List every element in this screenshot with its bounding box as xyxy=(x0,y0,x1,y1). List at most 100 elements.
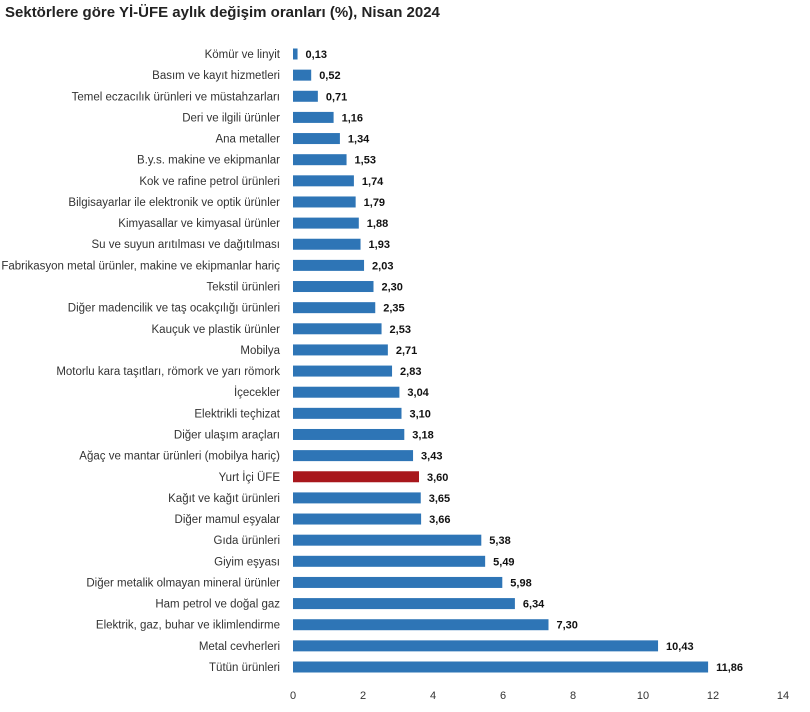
bar xyxy=(293,576,503,588)
value-label: 1,16 xyxy=(342,112,363,124)
category-label: Kağıt ve kağıt ürünleri xyxy=(168,493,280,505)
chart-title: Sektörlere göre Yİ-ÜFE aylık değişim ora… xyxy=(5,4,440,21)
value-label: 2,71 xyxy=(396,345,417,357)
bar xyxy=(293,69,312,81)
value-label: 1,74 xyxy=(362,176,384,188)
bar xyxy=(293,450,414,462)
bars-layer xyxy=(293,48,709,673)
x-tick-label: 4 xyxy=(430,690,436,702)
value-label: 3,43 xyxy=(421,451,442,463)
bar xyxy=(293,154,347,166)
category-label: Mobilya xyxy=(240,345,280,357)
value-label: 6,34 xyxy=(523,599,545,611)
bar xyxy=(293,175,354,187)
category-label: Tekstil ürünleri xyxy=(207,282,281,294)
category-label: Ağaç ve mantar ürünleri (mobilya hariç) xyxy=(79,451,280,463)
bar xyxy=(293,196,356,208)
bar xyxy=(293,407,402,419)
value-label: 3,10 xyxy=(410,408,431,420)
category-label: Yurt İçi ÜFE xyxy=(219,471,281,484)
x-tick-label: 0 xyxy=(290,690,296,702)
bar xyxy=(293,555,486,567)
category-label: Kauçuk ve plastik ürünler xyxy=(152,324,281,336)
category-label: Kimyasallar ve kimyasal ürünler xyxy=(118,218,280,230)
bar xyxy=(293,365,393,377)
value-label: 1,34 xyxy=(348,134,370,146)
bar xyxy=(293,619,549,631)
category-label: B.y.s. makine ve ekipmanlar xyxy=(137,155,280,167)
category-labels: Kömür ve linyit Basım ve kayıt hizmetleri… xyxy=(1,49,280,674)
category-label: Gıda ürünleri xyxy=(214,535,280,547)
bar-highlight xyxy=(293,471,419,483)
category-label: Temel eczacılık ürünleri ve müstahzarlar… xyxy=(72,91,280,103)
category-label: Diğer metalik olmayan mineral ürünler xyxy=(86,577,280,589)
value-label: 3,18 xyxy=(412,429,433,441)
category-label: Ana metaller xyxy=(215,134,280,146)
category-label: Ham petrol ve doğal gaz xyxy=(155,599,280,611)
category-label: Elektrik, gaz, buhar ve iklimlendirme xyxy=(96,620,280,632)
bar xyxy=(293,344,388,356)
bar xyxy=(293,90,318,102)
value-label: 1,53 xyxy=(355,155,376,167)
category-label: Fabrikasyon metal ürünler, makine ve eki… xyxy=(1,260,280,272)
bar xyxy=(293,323,382,335)
category-label: Kömür ve linyit xyxy=(205,49,281,61)
bar xyxy=(293,259,365,271)
value-label: 5,38 xyxy=(489,535,510,547)
bar xyxy=(293,386,400,398)
value-label: 7,30 xyxy=(557,620,578,632)
bar xyxy=(293,238,361,250)
category-label: Kok ve rafine petrol ürünleri xyxy=(139,176,280,188)
bar xyxy=(293,598,515,610)
x-tick-label: 14 xyxy=(777,690,789,702)
value-label: 3,04 xyxy=(407,387,429,399)
category-label: Motorlu kara taşıtları, römork ve yarı r… xyxy=(56,366,280,378)
value-label: 3,60 xyxy=(427,472,448,484)
bar xyxy=(293,428,405,440)
x-tick-label: 12 xyxy=(707,690,719,702)
value-label: 1,88 xyxy=(367,218,388,230)
category-label: Tütün ürünleri xyxy=(209,662,280,674)
category-label: Diğer mamul eşyalar xyxy=(175,514,281,526)
bar xyxy=(293,217,359,229)
value-label: 2,53 xyxy=(390,324,411,336)
value-label: 0,71 xyxy=(326,91,347,103)
category-label: Metal cevherleri xyxy=(199,641,280,653)
bar xyxy=(293,281,374,293)
bar xyxy=(293,513,422,525)
value-label: 10,43 xyxy=(666,641,694,653)
value-label: 1,93 xyxy=(369,239,390,251)
value-label: 2,03 xyxy=(372,260,393,272)
value-label: 3,65 xyxy=(429,493,450,505)
category-label: Deri ve ilgili ürünler xyxy=(182,112,280,124)
value-label: 0,13 xyxy=(306,49,327,61)
value-label: 11,86 xyxy=(716,662,743,674)
bar xyxy=(293,133,340,145)
value-label: 5,49 xyxy=(493,556,514,568)
value-label: 2,83 xyxy=(400,366,421,378)
category-label: Diğer ulaşım araçları xyxy=(174,429,280,441)
value-label: 3,66 xyxy=(429,514,450,526)
bar xyxy=(293,111,334,123)
value-labels: 0,13 0,52 0,71 1,16 1,34 1,53 1,74 1,79 1,88 1,93… xyxy=(306,49,743,674)
category-label: Elektrikli teçhizat xyxy=(194,408,280,420)
value-label: 5,98 xyxy=(510,577,531,589)
bar xyxy=(293,640,659,652)
bar xyxy=(293,492,421,504)
x-tick-label: 6 xyxy=(500,690,506,702)
bar xyxy=(293,48,298,60)
x-tick-label: 2 xyxy=(360,690,366,702)
category-label: Diğer madencilik ve taş ocakçılığı ürünl… xyxy=(68,303,280,315)
x-tick-label: 10 xyxy=(637,690,649,702)
category-label: Giyim eşyası xyxy=(214,556,280,568)
value-label: 2,35 xyxy=(383,303,404,315)
bar xyxy=(293,534,482,546)
x-axis: 0 2 4 6 8 10 12 14 xyxy=(290,690,789,702)
bar xyxy=(293,661,709,673)
category-label: Basım ve kayıt hizmetleri xyxy=(152,70,280,82)
category-label: Su ve suyun arıtılması ve dağıtılması xyxy=(91,239,280,251)
bar xyxy=(293,302,376,314)
value-label: 0,52 xyxy=(319,70,340,82)
category-label: İçecekler xyxy=(234,386,280,399)
x-tick-label: 8 xyxy=(570,690,576,702)
